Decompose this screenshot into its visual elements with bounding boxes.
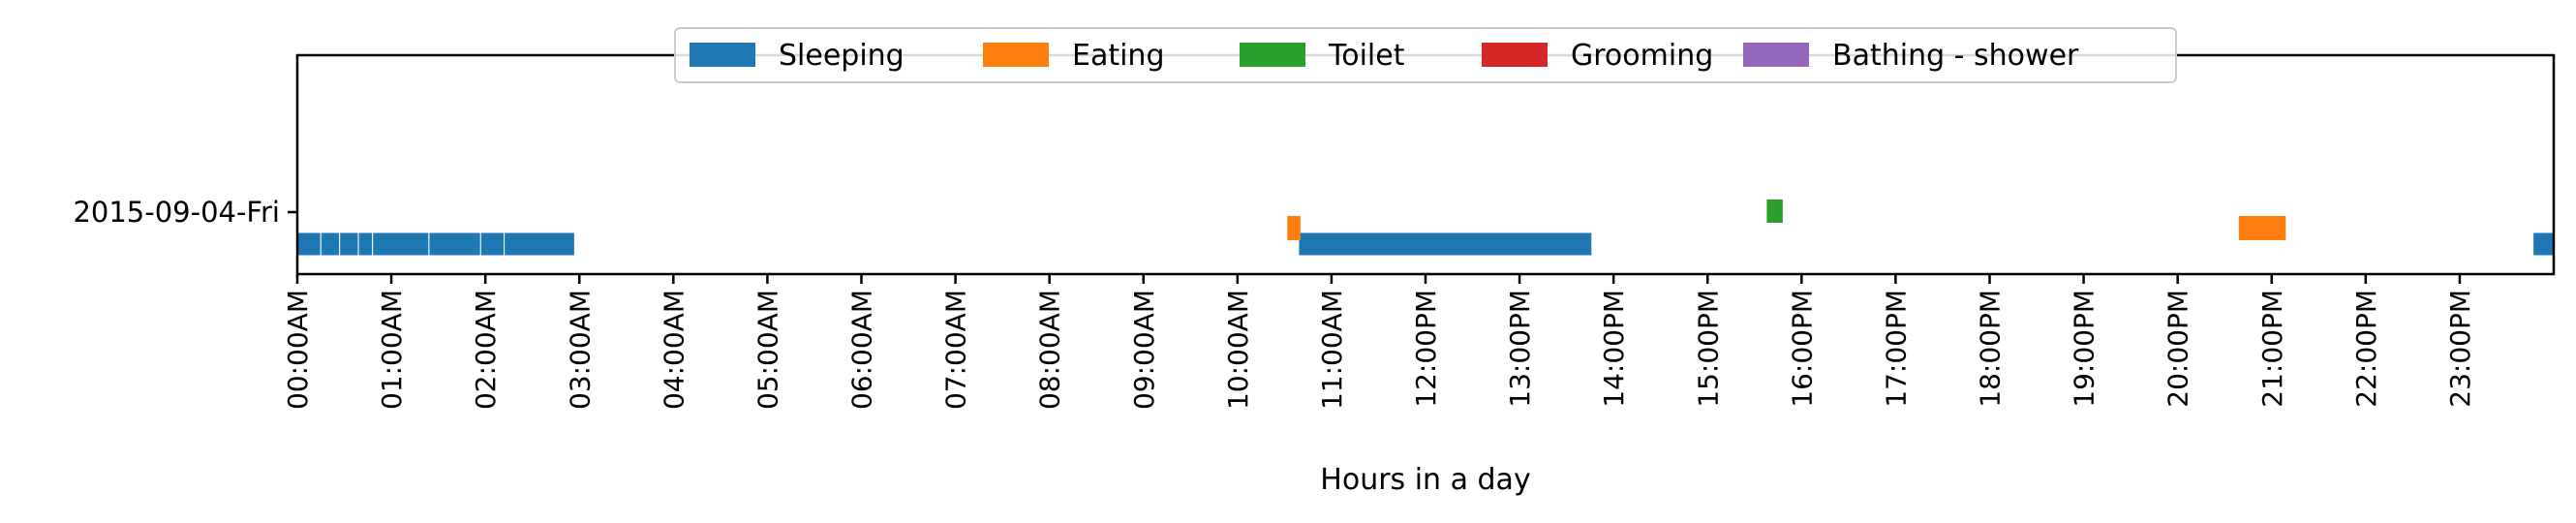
bar-sleeping-9 [2532, 231, 2555, 257]
x-tick-label: 00:00AM [282, 290, 314, 410]
activity-bars [296, 200, 2555, 257]
legend-label: Bathing - shower [1832, 39, 2079, 73]
legend-label: Sleeping [779, 39, 905, 73]
x-tick-label: 06:00AM [846, 290, 878, 410]
x-tick-label: 23:00PM [2444, 290, 2476, 408]
x-tick-label: 15:00PM [1692, 290, 1724, 408]
bar-sleeping-4 [372, 231, 430, 257]
x-tick-label: 16:00PM [1786, 290, 1818, 408]
x-tick-label: 14:00PM [1598, 290, 1630, 408]
legend-swatch-sleeping [690, 43, 755, 67]
x-tick-label: 02:00AM [470, 290, 502, 410]
bar-sleeping-3 [357, 231, 374, 257]
x-tick-label: 10:00AM [1222, 290, 1254, 410]
x-axis-label: Hours in a day [1320, 463, 1530, 497]
bar-sleeping-2 [339, 231, 359, 257]
x-tick-label: 19:00PM [2069, 290, 2101, 408]
bar-sleeping-6 [479, 231, 506, 257]
x-tick-label: 12:00PM [1410, 290, 1442, 408]
x-tick-label: 01:00AM [376, 290, 408, 410]
bar-sleeping-0 [296, 231, 322, 257]
x-tick-label: 17:00PM [1880, 290, 1912, 408]
bar-toilet-0 [1766, 200, 1783, 223]
y-axis: 2015-09-04-Fri [73, 196, 297, 229]
bar-eating-0 [1287, 216, 1301, 240]
x-tick-label: 21:00PM [2256, 290, 2288, 408]
x-tick-label: 08:00AM [1034, 290, 1066, 410]
legend-label: Grooming [1571, 39, 1713, 73]
legend-label: Toilet [1328, 39, 1405, 73]
legend-label: Eating [1072, 39, 1165, 73]
x-tick-label: 07:00AM [940, 290, 972, 410]
x-tick-label: 18:00PM [1975, 290, 2007, 408]
legend-swatch-bathing-shower [1743, 43, 1809, 67]
bar-eating-1 [2238, 216, 2286, 240]
legend-box [674, 27, 2177, 83]
x-tick-label: 20:00PM [2162, 290, 2194, 408]
bar-sleeping-7 [504, 231, 575, 257]
legend: Sleeping Eating Toilet Grooming Bathing - sh… [674, 27, 2177, 83]
legend-swatch-grooming [1482, 43, 1548, 67]
x-axis: 00:00AM 01:00AM 02:00AM 03:00AM 04:00AM 05:00… [282, 274, 2476, 410]
x-tick-label: 13:00PM [1504, 290, 1536, 408]
bar-sleeping-1 [320, 231, 341, 257]
x-tick-label: 03:00AM [564, 290, 596, 410]
x-tick-label: 11:00AM [1316, 290, 1348, 410]
legend-swatch-eating [983, 43, 1049, 67]
bar-sleeping-8 [1298, 231, 1593, 257]
x-tick-label: 04:00AM [658, 290, 690, 410]
x-tick-label: 05:00AM [751, 290, 783, 410]
bar-sleeping-5 [428, 231, 481, 257]
y-tick-label: 2015-09-04-Fri [73, 196, 280, 229]
legend-swatch-toilet [1240, 43, 1305, 67]
x-tick-label: 09:00AM [1128, 290, 1160, 410]
x-tick-label: 22:00PM [2350, 290, 2382, 408]
